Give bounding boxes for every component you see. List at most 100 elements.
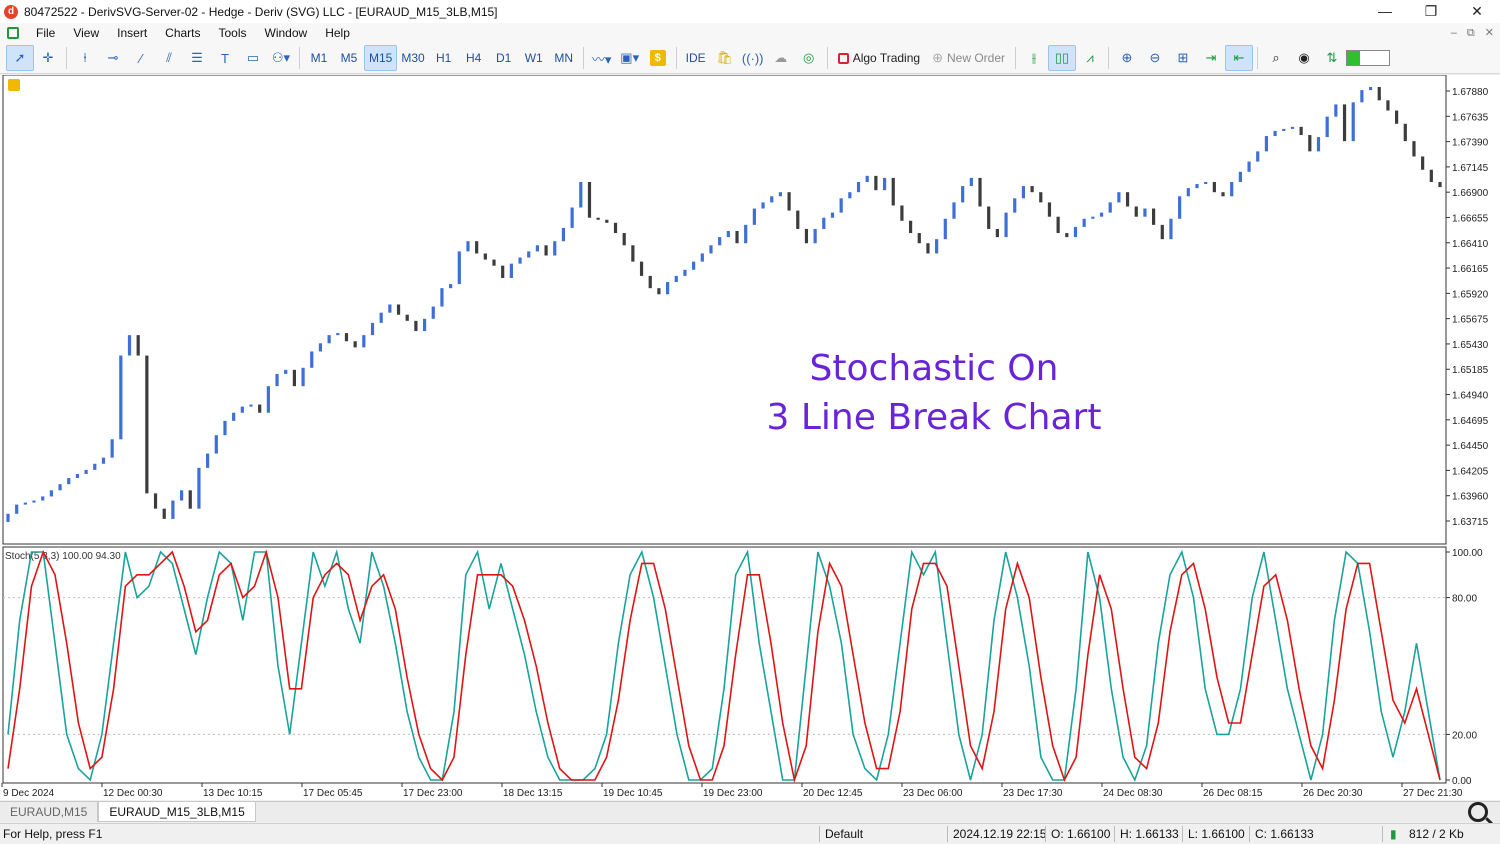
candle bbox=[570, 207, 574, 228]
cloud-icon[interactable]: ☁ bbox=[774, 50, 788, 65]
time-label: 18 Dec 13:15 bbox=[503, 788, 563, 799]
chart-area[interactable]: Stochastic On 3 Line Break Chart Stoch(5,… bbox=[0, 75, 1500, 800]
horizontal-line-icon[interactable]: ⊸ bbox=[107, 50, 119, 65]
close-button[interactable]: ✕ bbox=[1471, 3, 1483, 19]
candle bbox=[1178, 196, 1182, 219]
account-icon[interactable]: ◉ bbox=[1298, 50, 1310, 65]
candle bbox=[935, 239, 939, 254]
objects-menu-icon[interactable]: ⚇▾ bbox=[271, 50, 291, 65]
menu-tools[interactable]: Tools bbox=[218, 26, 247, 40]
new-order-button[interactable]: ⊕ New Order bbox=[926, 45, 1011, 71]
candle bbox=[1403, 123, 1407, 142]
candle bbox=[1195, 184, 1199, 189]
candle bbox=[778, 192, 783, 197]
candle bbox=[535, 245, 540, 252]
timeframe-mn-button[interactable]: MN bbox=[554, 51, 574, 65]
timeframe-m15-button[interactable]: M15 bbox=[364, 45, 398, 71]
algo-trading-button[interactable]: Algo Trading bbox=[832, 45, 926, 71]
candle bbox=[1186, 188, 1190, 197]
candle bbox=[1377, 87, 1381, 101]
candle bbox=[527, 251, 531, 258]
fibonacci-icon[interactable]: ☰ bbox=[191, 50, 203, 65]
candle bbox=[344, 333, 349, 342]
candle bbox=[440, 288, 444, 307]
candle bbox=[136, 335, 140, 356]
stoch-level-label: 100.00 bbox=[1452, 548, 1483, 559]
channel-icon[interactable]: ⫽ bbox=[166, 50, 172, 65]
chart-canvas[interactable]: Stochastic On 3 Line Break Chart Stoch(5,… bbox=[0, 75, 1500, 800]
timeframe-d1-button[interactable]: D1 bbox=[496, 51, 512, 65]
timeframe-m1-button[interactable]: M1 bbox=[310, 51, 328, 65]
text-tool-icon[interactable]: T bbox=[221, 50, 229, 66]
autoscroll-icon[interactable]: ⇥ bbox=[1205, 50, 1217, 65]
menu-view[interactable]: View bbox=[73, 26, 100, 40]
status-bar: For Help, press F1 Default 2024.12.19 22… bbox=[0, 823, 1500, 844]
shapes-icon[interactable]: ▭ bbox=[246, 50, 260, 65]
timeframe-m30-button[interactable]: M30 bbox=[401, 51, 425, 65]
magnifier-icon[interactable] bbox=[1468, 802, 1488, 822]
profile-name: Default bbox=[825, 827, 864, 841]
timeframe-h4-button[interactable]: H4 bbox=[466, 51, 482, 65]
line-chart-icon[interactable]: ⩘ bbox=[1086, 50, 1094, 65]
price-label: 1.65675 bbox=[1452, 315, 1489, 326]
trendline-icon[interactable]: ⁄ bbox=[139, 50, 143, 66]
price-label: 1.64940 bbox=[1452, 391, 1489, 402]
indicators-icon[interactable]: ▣▾ bbox=[620, 50, 640, 65]
time-label: 17 Dec 05:45 bbox=[303, 788, 363, 799]
menu-file[interactable]: File bbox=[36, 26, 56, 40]
candle bbox=[197, 467, 201, 509]
toolbar-separator bbox=[1257, 47, 1258, 69]
menu-window[interactable]: Window bbox=[264, 26, 308, 40]
search-icon[interactable]: ⌕ bbox=[1272, 50, 1280, 65]
menu-charts[interactable]: Charts bbox=[165, 26, 201, 40]
candle bbox=[1204, 181, 1208, 185]
mdi-minimize-button[interactable]: – bbox=[1450, 27, 1457, 39]
ide-button[interactable]: IDE bbox=[685, 51, 706, 65]
market-icon[interactable]: $ bbox=[644, 45, 672, 71]
candle bbox=[596, 217, 600, 220]
menu-insert[interactable]: Insert bbox=[117, 26, 148, 40]
vertical-line-icon[interactable]: ⍿ bbox=[83, 50, 87, 65]
vps-icon[interactable]: ◎ bbox=[803, 50, 815, 65]
timeframe-m5-button[interactable]: M5 bbox=[340, 51, 358, 65]
timeframe-w1-button[interactable]: W1 bbox=[524, 51, 543, 65]
timeframe-h1-button[interactable]: H1 bbox=[436, 51, 452, 65]
tile-windows-icon[interactable]: ⊞ bbox=[1177, 50, 1189, 65]
candle bbox=[605, 219, 609, 223]
time-label: 26 Dec 08:15 bbox=[1203, 788, 1263, 799]
candle bbox=[6, 513, 10, 522]
maximize-button[interactable]: ❐ bbox=[1424, 3, 1438, 19]
price-plot-frame bbox=[2, 75, 1447, 545]
candle bbox=[1013, 198, 1017, 213]
chart-shift-icon[interactable]: ⇤ bbox=[1225, 45, 1253, 71]
market-bag-icon[interactable]: 🛍 bbox=[716, 50, 733, 65]
connection-strength-fill bbox=[1347, 51, 1360, 65]
candlestick-chart-icon[interactable]: ▯▯ bbox=[1048, 45, 1076, 71]
crosshair-icon[interactable]: ✛ bbox=[42, 50, 54, 65]
toolbar-separator bbox=[1015, 47, 1016, 69]
signals-icon[interactable]: ((·)) bbox=[741, 50, 764, 66]
tab-euraud-3lb[interactable]: EURAUD_M15_3LB,M15 bbox=[98, 802, 256, 822]
mdi-close-button[interactable]: ✕ bbox=[1484, 27, 1494, 39]
cursor-icon[interactable]: ➚ bbox=[6, 45, 34, 71]
zoom-out-icon[interactable]: ⊖ bbox=[1149, 50, 1161, 65]
candle bbox=[58, 484, 62, 491]
zoom-in-icon[interactable]: ⊕ bbox=[1121, 50, 1133, 65]
status-divider bbox=[819, 826, 820, 842]
candle bbox=[327, 335, 331, 344]
bar-chart-icon[interactable]: ⫲ bbox=[1031, 50, 1037, 65]
menu-help[interactable]: Help bbox=[325, 26, 350, 40]
candle bbox=[744, 224, 748, 244]
candle bbox=[709, 245, 713, 254]
chart-type-icon[interactable]: 〰▾ bbox=[591, 51, 612, 67]
trade-levels-icon[interactable] bbox=[8, 79, 20, 91]
candle bbox=[1256, 151, 1260, 162]
minimize-button[interactable]: — bbox=[1378, 3, 1392, 19]
candle bbox=[1169, 218, 1173, 240]
candle bbox=[266, 386, 270, 413]
level2-icon[interactable]: ⇅ bbox=[1326, 50, 1338, 65]
status-divider bbox=[1182, 826, 1183, 842]
tab-euraud-m15[interactable]: EURAUD,M15 bbox=[0, 802, 99, 822]
mdi-restore-button[interactable]: ⧉ bbox=[1466, 27, 1475, 39]
candle bbox=[145, 355, 149, 494]
